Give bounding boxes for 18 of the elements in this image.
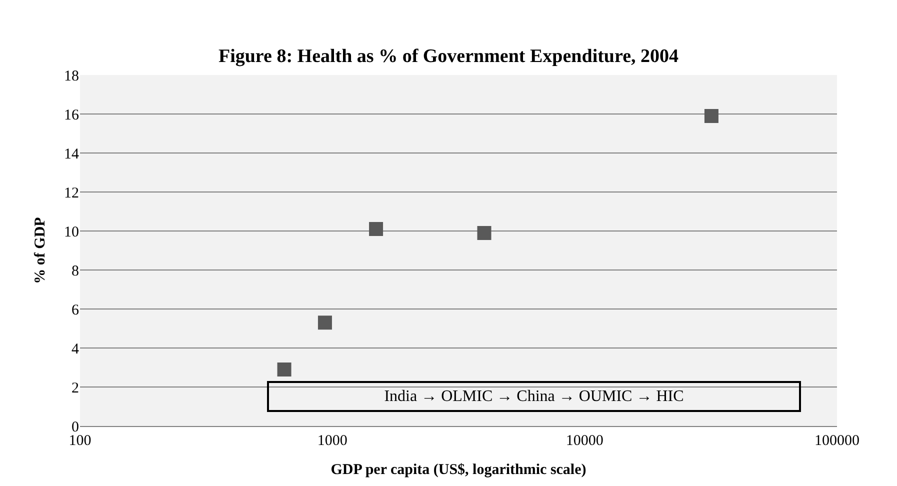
x-tick-label: 100 (68, 433, 92, 449)
x-tick-label: 100000 (814, 433, 860, 449)
y-tick-label: 8 (72, 263, 79, 280)
y-tick-label: 12 (64, 185, 79, 202)
y-tick-label: 16 (64, 107, 80, 124)
y-tick-label: 6 (72, 302, 80, 318)
x-axis-title: GDP per capita (US$, logarithmic scale) (330, 462, 586, 478)
y-tick-label: 18 (64, 68, 79, 84)
y-tick-label: 0 (72, 419, 79, 436)
annotation: India → OLMIC → China → OUMIC → HIC (384, 388, 684, 405)
y-tick-label: 10 (64, 224, 79, 240)
y-tick-label: 4 (72, 341, 80, 358)
x-tick-label: 10000 (566, 433, 604, 449)
y-tick-label: 2 (72, 380, 79, 396)
chart-title: Figure 8: Health as % of Government Expenditure, 2004 (218, 46, 680, 67)
y-axis-title: % of GDP (32, 217, 48, 284)
x-tick-label: 1000 (317, 433, 348, 449)
y-tick-label: 14 (64, 146, 80, 162)
